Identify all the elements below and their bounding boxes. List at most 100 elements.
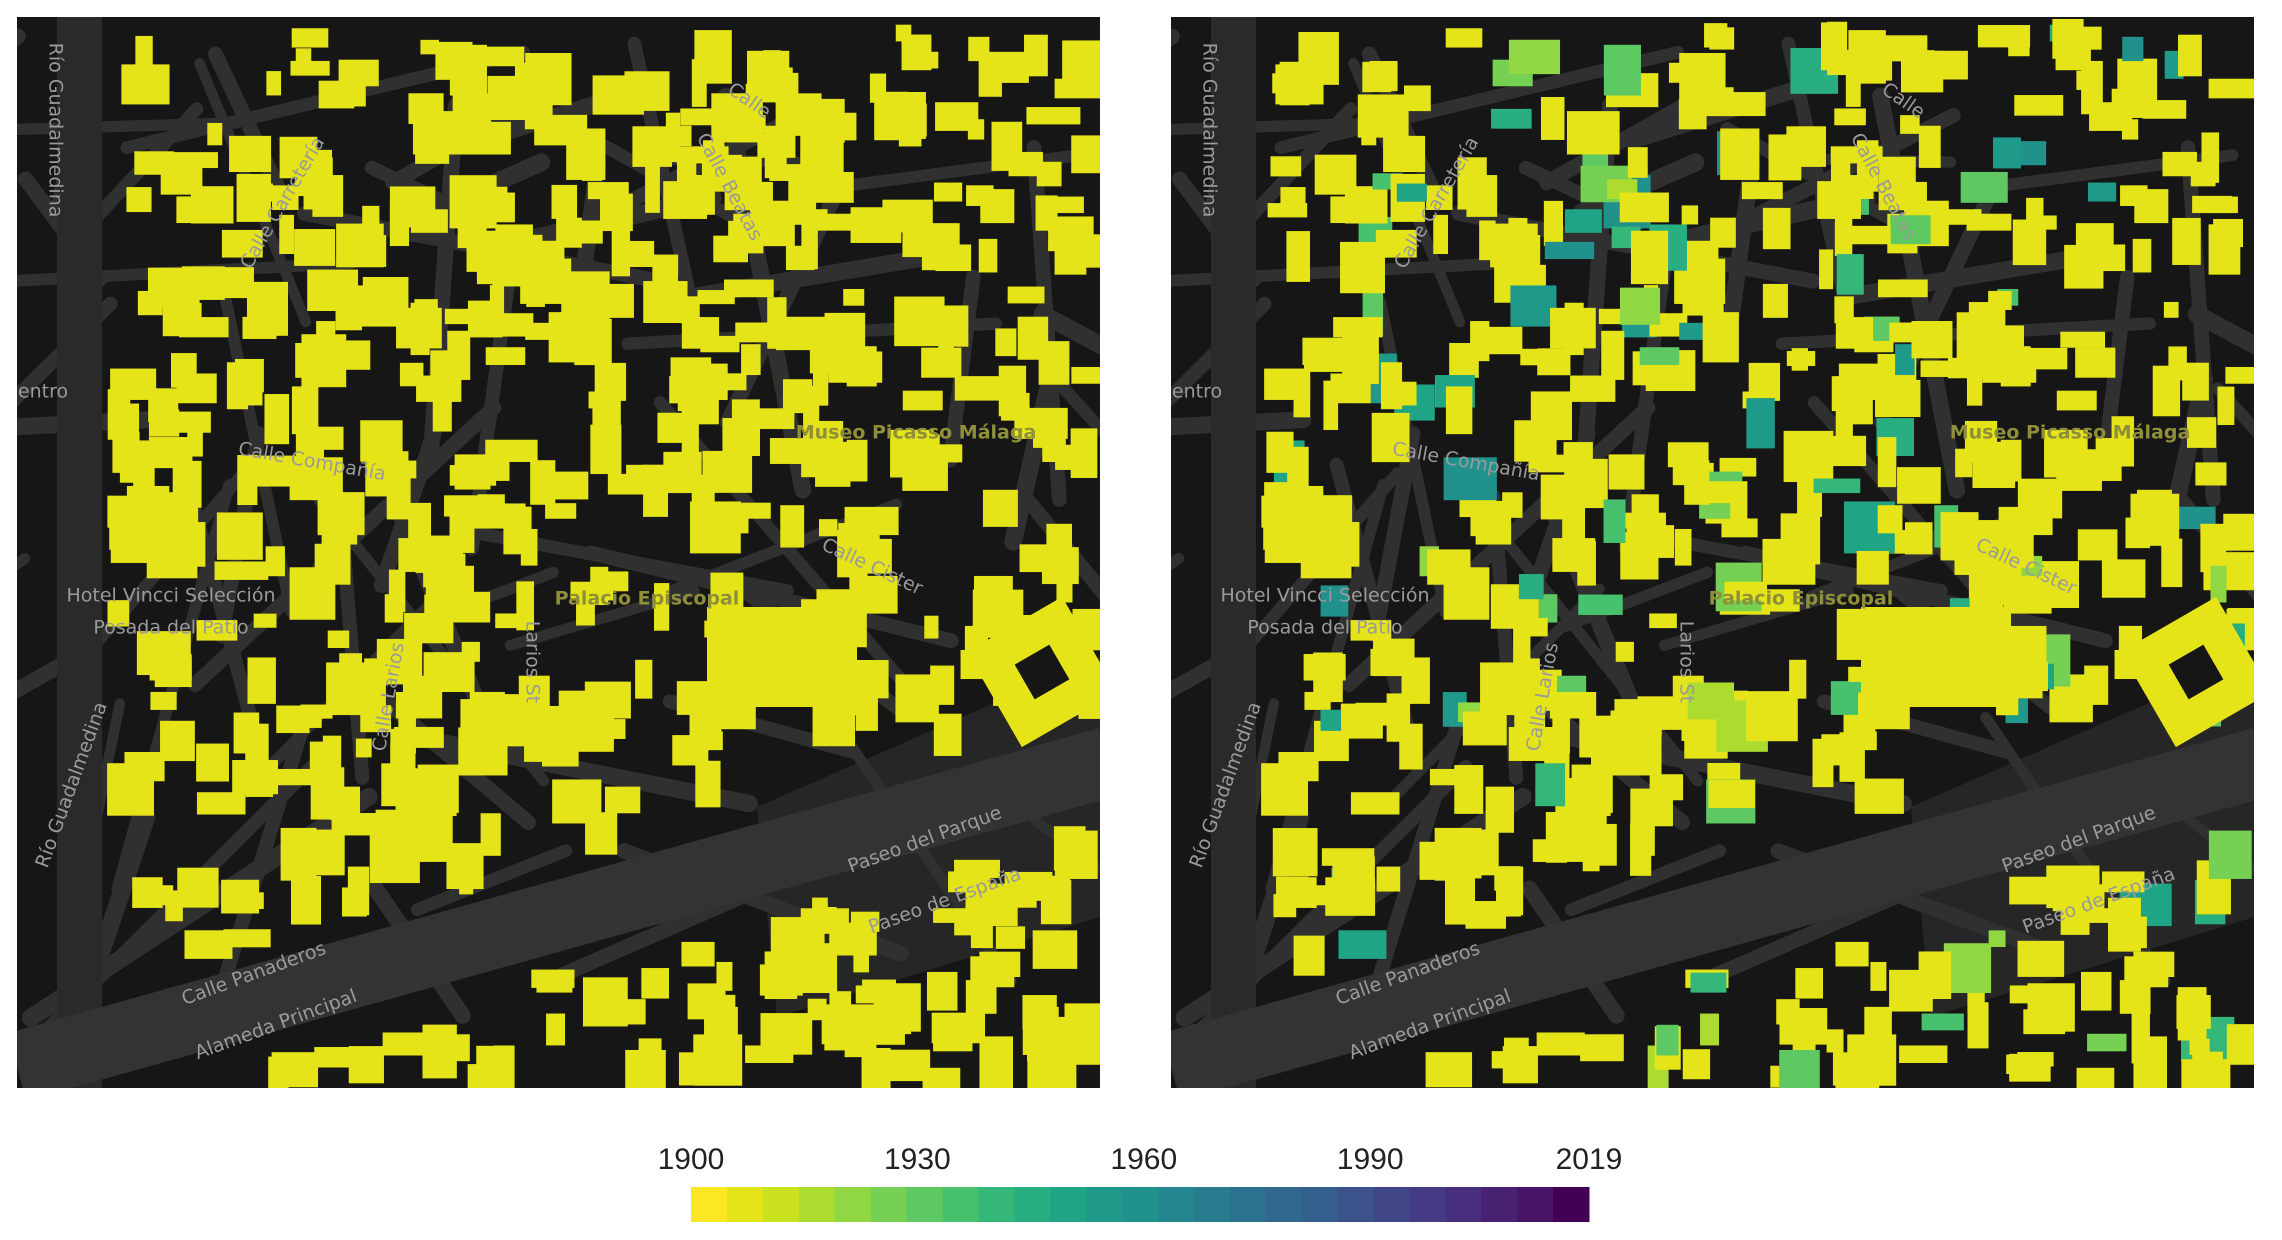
building — [1877, 505, 1903, 534]
building — [542, 731, 579, 767]
street — [1033, 305, 1100, 355]
building — [1532, 839, 1554, 862]
building — [789, 943, 838, 994]
building — [1762, 207, 1791, 250]
building — [2075, 347, 2116, 378]
building — [245, 723, 269, 770]
building — [1631, 494, 1659, 515]
building — [1678, 98, 1707, 130]
building — [495, 313, 534, 337]
building — [1518, 658, 1540, 713]
map-label: Hotel Vincci Selección — [1220, 585, 1429, 607]
building — [503, 503, 526, 555]
building — [724, 156, 762, 211]
building — [1470, 497, 1497, 537]
building — [1047, 875, 1071, 916]
building — [290, 60, 330, 76]
building — [800, 131, 844, 177]
building — [2223, 513, 2254, 551]
building — [1709, 27, 1735, 50]
building — [551, 184, 578, 219]
building — [902, 390, 943, 411]
building — [214, 561, 269, 580]
building — [196, 792, 246, 815]
building — [780, 505, 805, 548]
building — [1535, 763, 1566, 807]
building — [1270, 778, 1286, 811]
building — [1702, 87, 1734, 117]
building — [1371, 412, 1410, 463]
building — [356, 285, 403, 327]
colorbar-swatch — [1086, 1187, 1123, 1222]
building — [2003, 575, 2052, 614]
building — [1508, 39, 1561, 75]
street — [943, 269, 981, 468]
building — [1540, 96, 1565, 140]
building — [927, 983, 943, 1003]
building — [1615, 512, 1666, 529]
building — [1502, 492, 1523, 518]
building — [1682, 299, 1724, 316]
building — [1724, 581, 1768, 601]
building — [995, 328, 1017, 357]
building — [398, 717, 416, 754]
building — [1027, 1059, 1077, 1088]
building — [1720, 128, 1760, 180]
building — [1966, 355, 1983, 406]
building — [1537, 348, 1571, 376]
building — [289, 457, 343, 501]
building — [221, 879, 260, 914]
building — [2177, 506, 2216, 530]
map-label: entro — [1172, 381, 1222, 403]
building — [837, 530, 868, 578]
colorbar-swatch — [1301, 1187, 1339, 1222]
building — [979, 1036, 1014, 1088]
building — [2124, 956, 2169, 988]
building — [1399, 723, 1423, 770]
building — [1026, 107, 1081, 125]
building — [1864, 1006, 1892, 1040]
building — [2208, 830, 2252, 879]
building — [1840, 175, 1874, 199]
building — [179, 317, 229, 338]
building — [948, 871, 991, 893]
building — [1330, 373, 1371, 404]
building — [2111, 88, 2146, 118]
building — [741, 344, 761, 376]
building — [933, 908, 971, 923]
building — [348, 1046, 384, 1084]
building — [1376, 866, 1401, 892]
building — [112, 431, 140, 473]
building — [2208, 78, 2254, 99]
colorbar-swatch — [1481, 1187, 1518, 1222]
building — [1035, 195, 1058, 231]
building — [1483, 326, 1523, 355]
building — [1819, 249, 1834, 290]
building — [1373, 638, 1415, 677]
building — [477, 494, 505, 515]
building — [1480, 662, 1520, 716]
building — [444, 553, 466, 582]
colorbar-swatch — [1157, 1187, 1195, 1222]
building — [300, 704, 333, 719]
building — [196, 743, 229, 782]
building — [482, 455, 510, 481]
building — [1779, 1008, 1828, 1045]
building — [135, 35, 153, 87]
colorbar-swatch — [1553, 1187, 1590, 1222]
building — [486, 710, 517, 730]
map-label: Museo Picasso Málaga — [796, 422, 1037, 444]
building — [680, 108, 712, 126]
building — [1836, 254, 1864, 295]
building — [1786, 351, 1816, 367]
building — [1350, 792, 1400, 815]
building — [452, 93, 492, 124]
building — [594, 362, 627, 401]
building — [2210, 565, 2227, 603]
building — [788, 172, 817, 215]
building — [289, 567, 336, 620]
building — [775, 316, 826, 351]
building — [2186, 417, 2217, 448]
building — [1577, 541, 1596, 586]
